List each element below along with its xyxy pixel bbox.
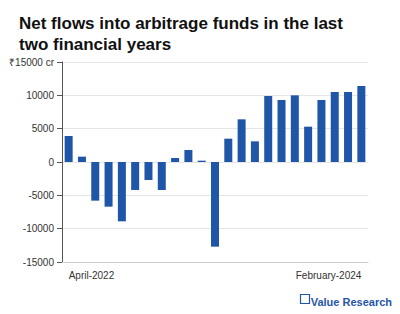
svg-text:10000: 10000	[26, 90, 54, 101]
svg-text:Net flows into arbitrage funds: Net flows into arbitrage funds in the la…	[19, 14, 348, 33]
svg-text:-10000: -10000	[23, 223, 55, 234]
svg-text:February-2024: February-2024	[296, 270, 362, 281]
svg-text:0: 0	[48, 157, 54, 168]
svg-text:₹15000 cr: ₹15000 cr	[9, 57, 55, 68]
svg-text:-5000: -5000	[28, 190, 54, 201]
svg-text:-15000: -15000	[23, 257, 55, 268]
svg-text:Value Research: Value Research	[311, 296, 393, 308]
svg-text:5000: 5000	[32, 123, 55, 134]
svg-text:April-2022: April-2022	[69, 270, 115, 281]
svg-text:two financial years: two financial years	[19, 35, 171, 54]
